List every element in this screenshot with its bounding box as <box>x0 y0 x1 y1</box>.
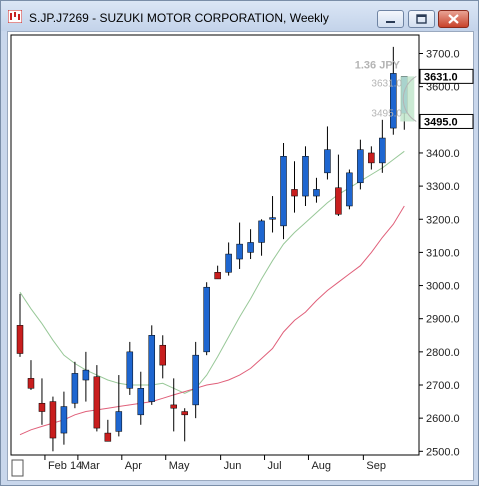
candle-down <box>291 189 298 197</box>
candle-up <box>258 220 265 243</box>
candle-up <box>280 156 287 227</box>
price-label: 3631.0 <box>424 71 458 83</box>
y-tick-label: 3700.0 <box>426 49 460 61</box>
candle-up <box>115 411 123 432</box>
candle-up <box>346 172 353 207</box>
price-label-box <box>419 68 474 84</box>
moving-average-long-line <box>19 205 405 436</box>
candle-down <box>27 378 35 389</box>
price-label: 3495.0 <box>424 116 458 128</box>
candle-down <box>93 376 101 429</box>
candle-up <box>269 217 276 220</box>
candle-up <box>148 335 156 402</box>
maximize-button[interactable] <box>408 10 435 28</box>
y-tick-label: 2600.0 <box>426 413 460 425</box>
candle-down <box>368 152 375 164</box>
candle-up <box>324 149 331 174</box>
x-tick-label: Aug <box>311 460 331 472</box>
candle-up <box>137 388 145 416</box>
candle-down <box>214 272 221 280</box>
candle-down <box>181 411 188 416</box>
candle-down <box>49 401 57 439</box>
y-tick-label: 3200.0 <box>426 214 460 226</box>
minimize-icon <box>386 21 395 23</box>
y-tick-label: 2500.0 <box>426 446 460 458</box>
candle-down <box>159 344 166 366</box>
candle-down <box>104 432 112 442</box>
x-tick-label: Apr <box>125 460 142 472</box>
selection-highlight <box>400 76 415 122</box>
candle-down <box>335 187 342 215</box>
candle-up <box>60 406 68 434</box>
title-bar[interactable]: S.JP.J7269 - SUZUKI MOTOR CORPORATION, W… <box>1 1 478 31</box>
x-tick-label: May <box>169 460 190 472</box>
x-tick-label: Feb 14 <box>48 460 82 472</box>
close-icon <box>448 14 459 24</box>
plot-frame <box>10 34 420 456</box>
x-tick-label: Jun <box>224 460 242 472</box>
x-tick-label: Sep <box>366 460 386 472</box>
candle-down <box>170 404 177 409</box>
candle-up <box>203 286 210 353</box>
y-tick-label: 2800.0 <box>426 347 460 359</box>
candlestick-chart: 1.36 JPY 3631.0 3495.0 2500.0 2600.0 2700.0 2… <box>10 34 474 477</box>
candle-down <box>38 402 46 412</box>
selection-arc <box>402 75 417 122</box>
candle-up <box>71 373 79 404</box>
candle-up <box>357 149 364 184</box>
candle-up <box>390 73 397 129</box>
y-tick-label: 3600.0 <box>426 82 460 94</box>
y-tick-label: 3100.0 <box>426 247 460 259</box>
x-tick-label: Jul <box>268 460 282 472</box>
maximize-icon <box>416 14 427 24</box>
candle-up <box>313 189 320 197</box>
candle-up <box>82 369 90 381</box>
candle-up <box>247 242 254 253</box>
y-tick-label: 3400.0 <box>426 148 460 160</box>
chart-area[interactable]: 1.36 JPY 3631.0 3495.0 2500.0 2600.0 2700.0 2… <box>7 31 474 481</box>
candle-up <box>236 243 243 260</box>
x-tick-label: Mar <box>81 460 100 472</box>
candle-up <box>302 156 309 197</box>
chart-app-icon <box>8 10 22 23</box>
window-title: S.JP.J7269 - SUZUKI MOTOR CORPORATION, W… <box>29 11 329 25</box>
minimize-button[interactable] <box>377 10 404 28</box>
close-button[interactable] <box>438 10 469 28</box>
price-label-box <box>419 113 474 129</box>
candle-up <box>126 351 134 389</box>
annotation-label: 1.36 JPY <box>355 60 401 72</box>
y-tick-label: 3300.0 <box>426 181 460 193</box>
y-tick-label: 2700.0 <box>426 380 460 392</box>
candle-up <box>192 354 199 406</box>
y-tick-label: 2900.0 <box>426 314 460 326</box>
candle-up <box>225 253 232 273</box>
annotation-label: 3495.0 <box>371 108 402 119</box>
candle-down <box>16 325 24 354</box>
scroll-box[interactable] <box>11 459 24 477</box>
annotation-label: 3631.0 <box>371 78 402 89</box>
candle-up <box>379 137 386 164</box>
y-tick-label: 3000.0 <box>426 281 460 293</box>
